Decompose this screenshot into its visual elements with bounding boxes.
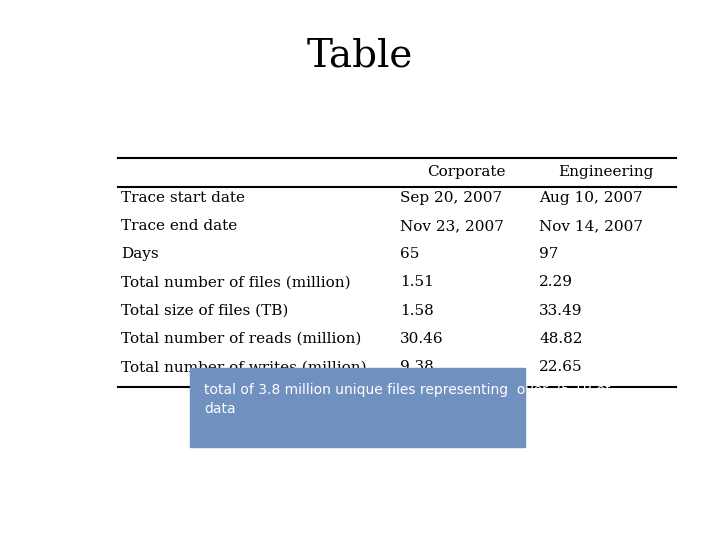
Text: Nov 14, 2007: Nov 14, 2007 — [539, 219, 643, 233]
Text: Corporate: Corporate — [428, 165, 506, 179]
Text: 22.65: 22.65 — [539, 360, 582, 374]
Text: Total size of files (TB): Total size of files (TB) — [121, 303, 288, 318]
Text: Aug 10, 2007: Aug 10, 2007 — [539, 191, 643, 205]
Text: 2.29: 2.29 — [539, 275, 573, 289]
Text: 65: 65 — [400, 247, 419, 261]
Text: total of 3.8 million unique files representing  over 35 TB of
data: total of 3.8 million unique files repres… — [204, 383, 611, 416]
Text: 33.49: 33.49 — [539, 303, 582, 318]
Text: Trace end date: Trace end date — [121, 219, 237, 233]
Text: Total number of files (million): Total number of files (million) — [121, 275, 351, 289]
Text: Sep 20, 2007: Sep 20, 2007 — [400, 191, 502, 205]
Text: Total number of reads (million): Total number of reads (million) — [121, 332, 361, 346]
Text: 30.46: 30.46 — [400, 332, 444, 346]
Text: Nov 23, 2007: Nov 23, 2007 — [400, 219, 503, 233]
Text: 1.51: 1.51 — [400, 275, 433, 289]
Text: 48.82: 48.82 — [539, 332, 582, 346]
Text: 9.38: 9.38 — [400, 360, 433, 374]
Text: Total number of writes (million): Total number of writes (million) — [121, 360, 366, 374]
Text: Trace start date: Trace start date — [121, 191, 245, 205]
FancyBboxPatch shape — [190, 368, 526, 447]
Text: Days: Days — [121, 247, 158, 261]
Text: Table: Table — [307, 38, 413, 75]
Text: 97: 97 — [539, 247, 559, 261]
Text: 1.58: 1.58 — [400, 303, 433, 318]
Text: Engineering: Engineering — [559, 165, 654, 179]
